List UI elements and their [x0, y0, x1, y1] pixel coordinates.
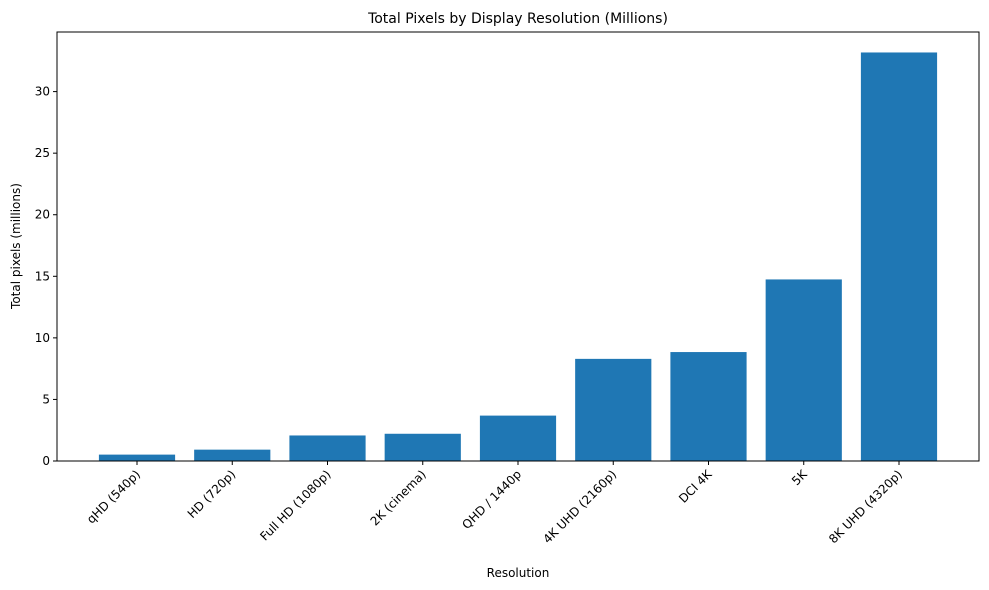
- y-tick-label: 25: [35, 146, 50, 160]
- bar: [98, 454, 176, 461]
- bar: [289, 435, 366, 461]
- x-axis-label: Resolution: [487, 566, 550, 580]
- y-tick-label: 30: [35, 85, 50, 99]
- bar: [384, 433, 461, 461]
- x-tick-label: 4K UHD (2160p): [540, 467, 619, 546]
- x-tick-label: Full HD (1080p): [257, 467, 333, 543]
- x-tick-label: qHD (540p): [84, 467, 143, 526]
- bar: [575, 358, 652, 461]
- bar: [194, 449, 271, 461]
- bar: [765, 279, 842, 461]
- y-tick-label: 15: [35, 269, 50, 283]
- x-tick-label: 2K (cinema): [368, 467, 429, 528]
- y-tick-label: 10: [35, 331, 50, 345]
- y-axis-label: Total pixels (millions): [9, 183, 23, 310]
- bar: [670, 352, 747, 461]
- bar: [479, 415, 557, 461]
- bar: [860, 52, 938, 462]
- y-tick-label: 0: [42, 454, 50, 468]
- y-tick-label: 20: [35, 208, 50, 222]
- x-tick-label: 8K UHD (4320p): [826, 467, 905, 546]
- y-tick-label: 5: [42, 392, 50, 406]
- chart-title: Total Pixels by Display Resolution (Mill…: [367, 11, 668, 27]
- x-tick-label: 5K: [789, 466, 811, 488]
- x-tick-label: QHD / 1440p: [459, 467, 524, 532]
- x-tick-label: HD (720p): [185, 467, 239, 521]
- x-tick-label: DCI 4K: [676, 466, 715, 505]
